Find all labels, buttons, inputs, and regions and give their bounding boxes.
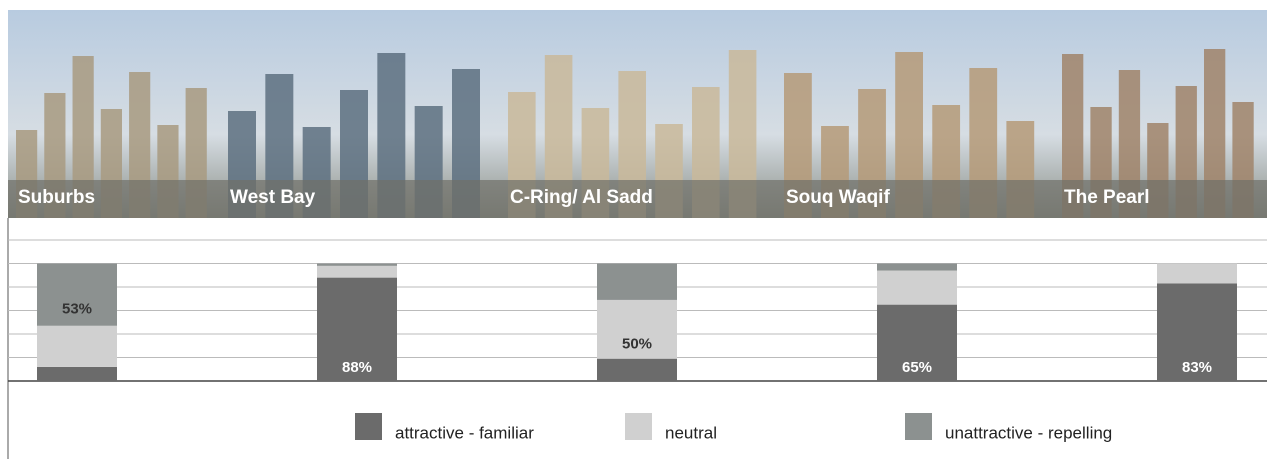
bar-segment: [37, 263, 117, 326]
legend-label: unattractive - repelling: [945, 423, 1112, 442]
bar-segment: [1157, 263, 1237, 284]
photo-label: The Pearl: [1064, 187, 1150, 208]
photo-ground: [8, 180, 220, 218]
data-label: 65%: [902, 359, 932, 376]
bar-segment: [597, 299, 677, 359]
bar-segment: [877, 304, 957, 381]
data-label: 88%: [342, 359, 372, 376]
photo-label: West Bay: [230, 187, 316, 208]
legend-label: neutral: [665, 423, 717, 442]
photo-ground: [500, 180, 776, 218]
bar-segment: [317, 265, 397, 278]
bar-segment: [877, 270, 957, 305]
data-label: 83%: [1182, 359, 1212, 376]
photo-building: [1062, 54, 1084, 218]
bar-segment: [597, 263, 677, 300]
photo-building: [72, 56, 94, 218]
bar-segment: [317, 277, 397, 381]
bar-segment: [37, 366, 117, 381]
data-label: 53%: [62, 301, 92, 318]
photo-label: C-Ring/ Al Sadd: [510, 187, 653, 208]
bar-segment: [1157, 283, 1237, 381]
photo-label: Suburbs: [18, 187, 95, 208]
data-label: 50%: [622, 336, 652, 353]
bar-segment: [37, 325, 117, 367]
bar-segment: [317, 263, 397, 266]
photo-ground: [776, 180, 1054, 218]
legend-swatch: [625, 413, 652, 440]
photo-ground: [1054, 180, 1267, 218]
bar-segment: [877, 263, 957, 271]
legend-swatch: [355, 413, 382, 440]
photo-label: Souq Waqif: [786, 187, 890, 208]
photo-ground: [220, 180, 500, 218]
bar-segment: [597, 358, 677, 381]
photo-strip: Suburbs West Bay C-Ring/ Al Sadd Souq Waqif…: [8, 10, 1267, 218]
legend-swatch: [905, 413, 932, 440]
legend-label: attractive - familiar: [395, 423, 534, 442]
photo-building: [1204, 49, 1226, 218]
